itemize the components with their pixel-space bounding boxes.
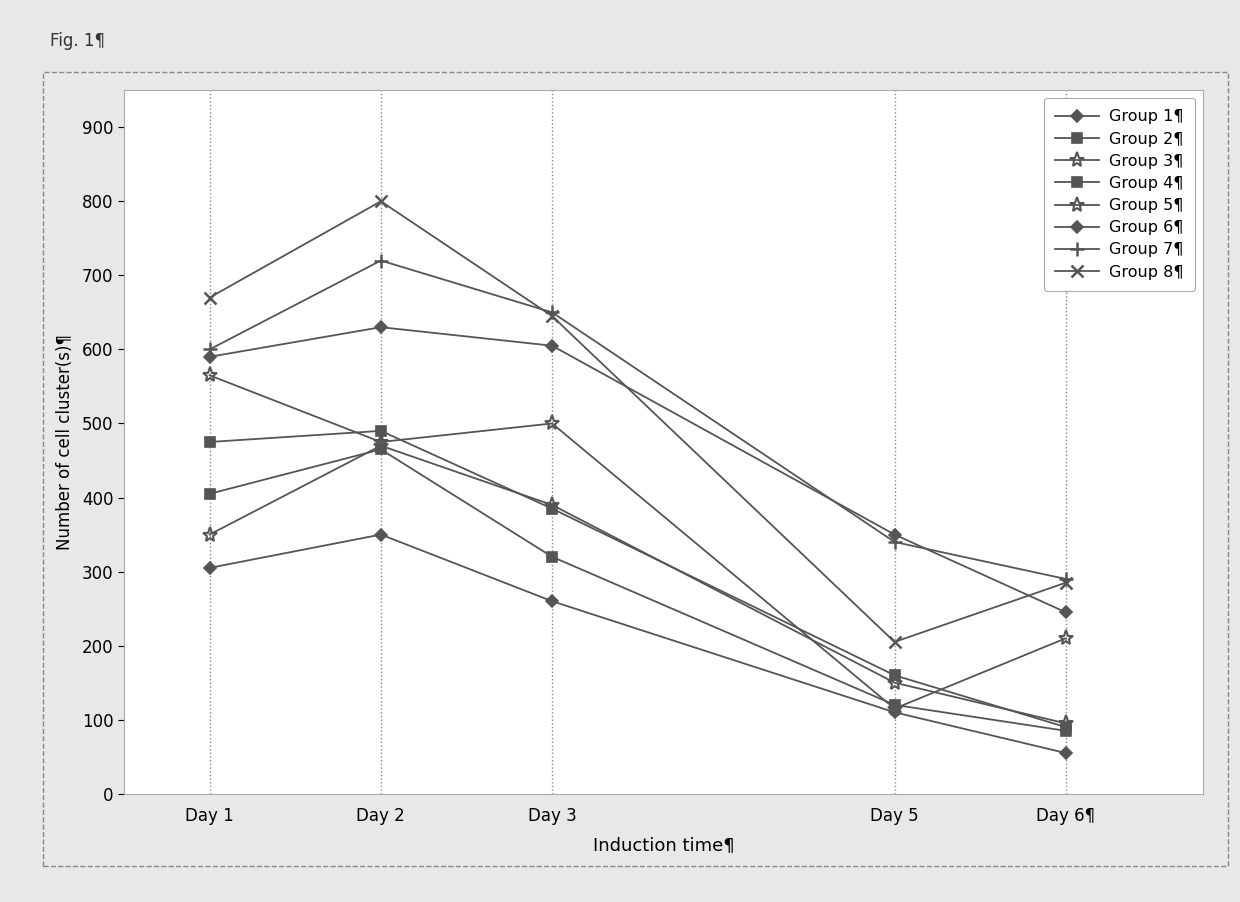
Group 4¶: [1059, 722, 1074, 732]
Group 8¶: [202, 292, 217, 303]
Group 6¶: [1059, 607, 1074, 618]
Text: Fig. 1¶: Fig. 1¶: [50, 32, 104, 50]
Y-axis label: Number of cell cluster(s)¶: Number of cell cluster(s)¶: [56, 334, 73, 550]
Group 4¶: [887, 670, 901, 681]
Group 1¶: [202, 563, 217, 574]
Group 6¶: [544, 340, 559, 351]
Line: Group 4¶: Group 4¶: [205, 426, 1070, 732]
Line: Group 8¶: Group 8¶: [203, 195, 1073, 649]
Group 2¶: [1059, 725, 1074, 736]
Line: Group 3¶: Group 3¶: [202, 438, 1074, 731]
Group 4¶: [373, 426, 388, 437]
Group 2¶: [544, 551, 559, 562]
Group 7¶: [373, 255, 388, 266]
Group 8¶: [887, 637, 901, 648]
Group 6¶: [887, 529, 901, 540]
Group 5¶: [887, 704, 901, 714]
Group 7¶: [887, 537, 901, 548]
Group 2¶: [202, 488, 217, 499]
Group 2¶: [887, 699, 901, 710]
Legend: Group 1¶, Group 2¶, Group 3¶, Group 4¶, Group 5¶, Group 6¶, Group 7¶, Group 8¶: Group 1¶, Group 2¶, Group 3¶, Group 4¶, …: [1044, 98, 1195, 290]
Group 3¶: [1059, 718, 1074, 729]
Group 1¶: [887, 707, 901, 718]
Group 8¶: [1059, 577, 1074, 588]
Group 3¶: [544, 500, 559, 511]
Line: Group 2¶: Group 2¶: [205, 445, 1070, 736]
Group 7¶: [544, 307, 559, 318]
Group 8¶: [373, 196, 388, 207]
Group 1¶: [373, 529, 388, 540]
Group 4¶: [544, 503, 559, 514]
Line: Group 7¶: Group 7¶: [202, 253, 1073, 586]
Group 7¶: [1059, 574, 1074, 584]
Group 6¶: [373, 322, 388, 333]
Group 2¶: [373, 444, 388, 455]
Group 5¶: [373, 437, 388, 447]
Line: Group 6¶: Group 6¶: [206, 323, 1070, 616]
Line: Group 1¶: Group 1¶: [206, 530, 1070, 757]
Group 3¶: [202, 529, 217, 540]
Group 3¶: [887, 677, 901, 688]
Group 5¶: [1059, 633, 1074, 644]
Line: Group 5¶: Group 5¶: [202, 368, 1074, 716]
Group 3¶: [373, 440, 388, 451]
Group 1¶: [544, 596, 559, 607]
Group 1¶: [1059, 748, 1074, 759]
Group 5¶: [544, 418, 559, 428]
X-axis label: Induction time¶: Induction time¶: [593, 836, 734, 854]
Group 6¶: [202, 352, 217, 363]
Group 7¶: [202, 344, 217, 354]
Group 5¶: [202, 370, 217, 381]
Group 4¶: [202, 437, 217, 447]
Group 8¶: [544, 310, 559, 321]
